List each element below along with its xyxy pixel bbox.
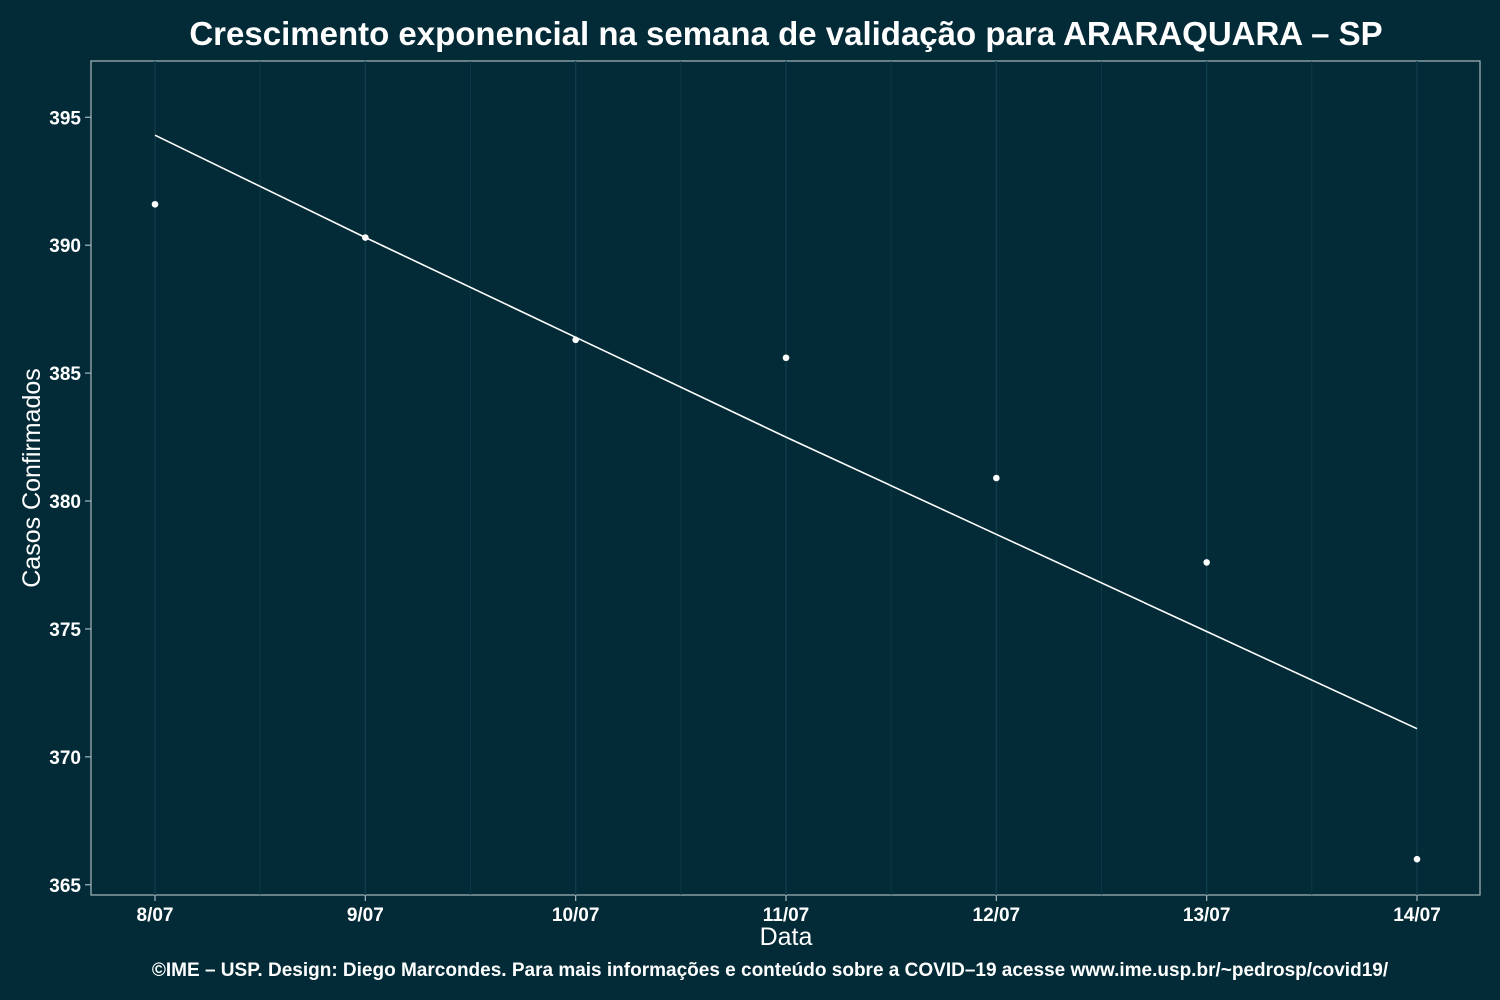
x-tick-label: 14/07 [1393, 905, 1441, 926]
footer-caption: ©IME – USP. Design: Diego Marcondes. Par… [152, 960, 1389, 981]
data-point [1413, 855, 1421, 863]
x-tick-label: 9/07 [347, 905, 384, 926]
data-point [782, 354, 790, 362]
y-tick-label: 375 [49, 620, 81, 641]
y-tick-label: 390 [49, 236, 81, 257]
x-tick-label: 8/07 [137, 905, 174, 926]
y-tick-label: 380 [49, 492, 81, 513]
y-axis-title: Casos Confirmados [18, 368, 46, 588]
x-tick-label: 12/07 [973, 905, 1021, 926]
y-tick-label: 370 [49, 748, 81, 769]
data-point [151, 200, 159, 208]
y-tick-label: 395 [49, 108, 81, 129]
data-point [993, 474, 1000, 482]
x-tick-label: 10/07 [552, 905, 600, 926]
data-point [362, 234, 369, 241]
x-tick-label: 11/07 [763, 905, 810, 926]
x-tick-label: 13/07 [1183, 905, 1231, 926]
y-tick-labels: 365 370 375 380 385 390 395 [49, 108, 81, 896]
axis-ticks [85, 116, 1418, 901]
data-point [1203, 559, 1210, 566]
data-points [151, 200, 1421, 863]
chart-title: Crescimento exponencial na semana de val… [189, 15, 1382, 52]
data-point [572, 336, 579, 344]
x-tick-labels: 8/07 9/07 10/07 11/07 12/07 13/07 14/07 [137, 905, 1441, 926]
y-tick-label: 365 [49, 876, 81, 897]
x-axis-title: Data [760, 923, 813, 951]
grid-lines [154, 61, 1418, 895]
y-tick-label: 385 [49, 364, 81, 385]
